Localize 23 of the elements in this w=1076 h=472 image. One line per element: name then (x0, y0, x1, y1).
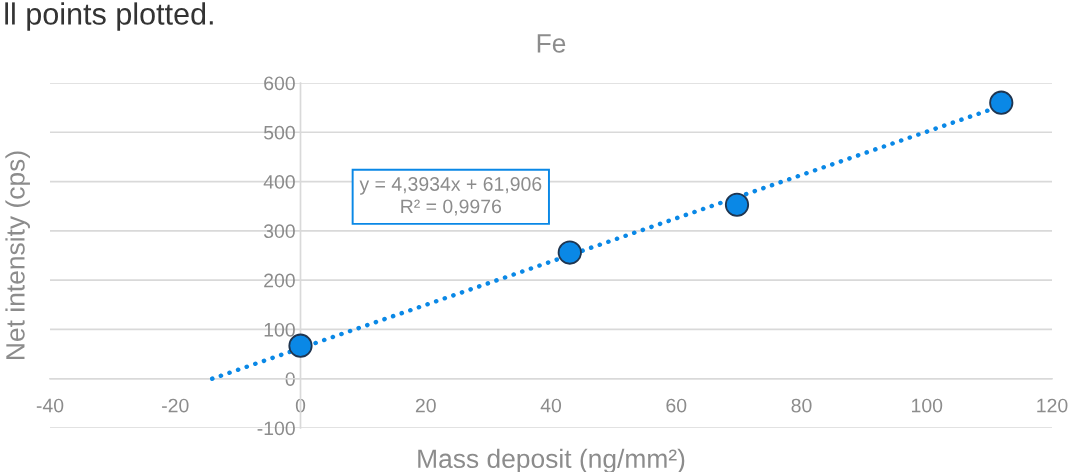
x-tick-label: 40 (540, 398, 562, 413)
x-tick-label: 80 (791, 398, 812, 413)
y-tick-label: 500 (263, 125, 295, 140)
y-axis-title: Net intensity (cps) (5, 151, 30, 359)
text: ll points plotted. (5, 2, 213, 31)
x-tick-label: 120 (1037, 398, 1068, 413)
x-tick-label: -20 (162, 398, 189, 413)
x-tick-label: 60 (666, 398, 687, 413)
annotation: y = 4,3934x + 61,906 R² = 0,9976 (359, 177, 542, 216)
y-tick-label: 600 (264, 76, 295, 91)
x-tick-label: 0 (295, 398, 306, 413)
y-tick-label: 200 (264, 273, 295, 288)
point (557, 240, 582, 265)
y-tick-label: 400 (263, 175, 295, 189)
x-tick-label: 100 (912, 398, 943, 413)
y-tick-label: 100 (264, 322, 295, 337)
y-tick-label: 300 (263, 224, 295, 239)
y-tick-label: -100 (257, 421, 295, 436)
x-tick-label: 20 (415, 398, 436, 413)
chart-title: Fe (537, 34, 566, 53)
point (989, 90, 1014, 115)
x-tick-label: -40 (36, 398, 64, 413)
point (724, 192, 750, 217)
